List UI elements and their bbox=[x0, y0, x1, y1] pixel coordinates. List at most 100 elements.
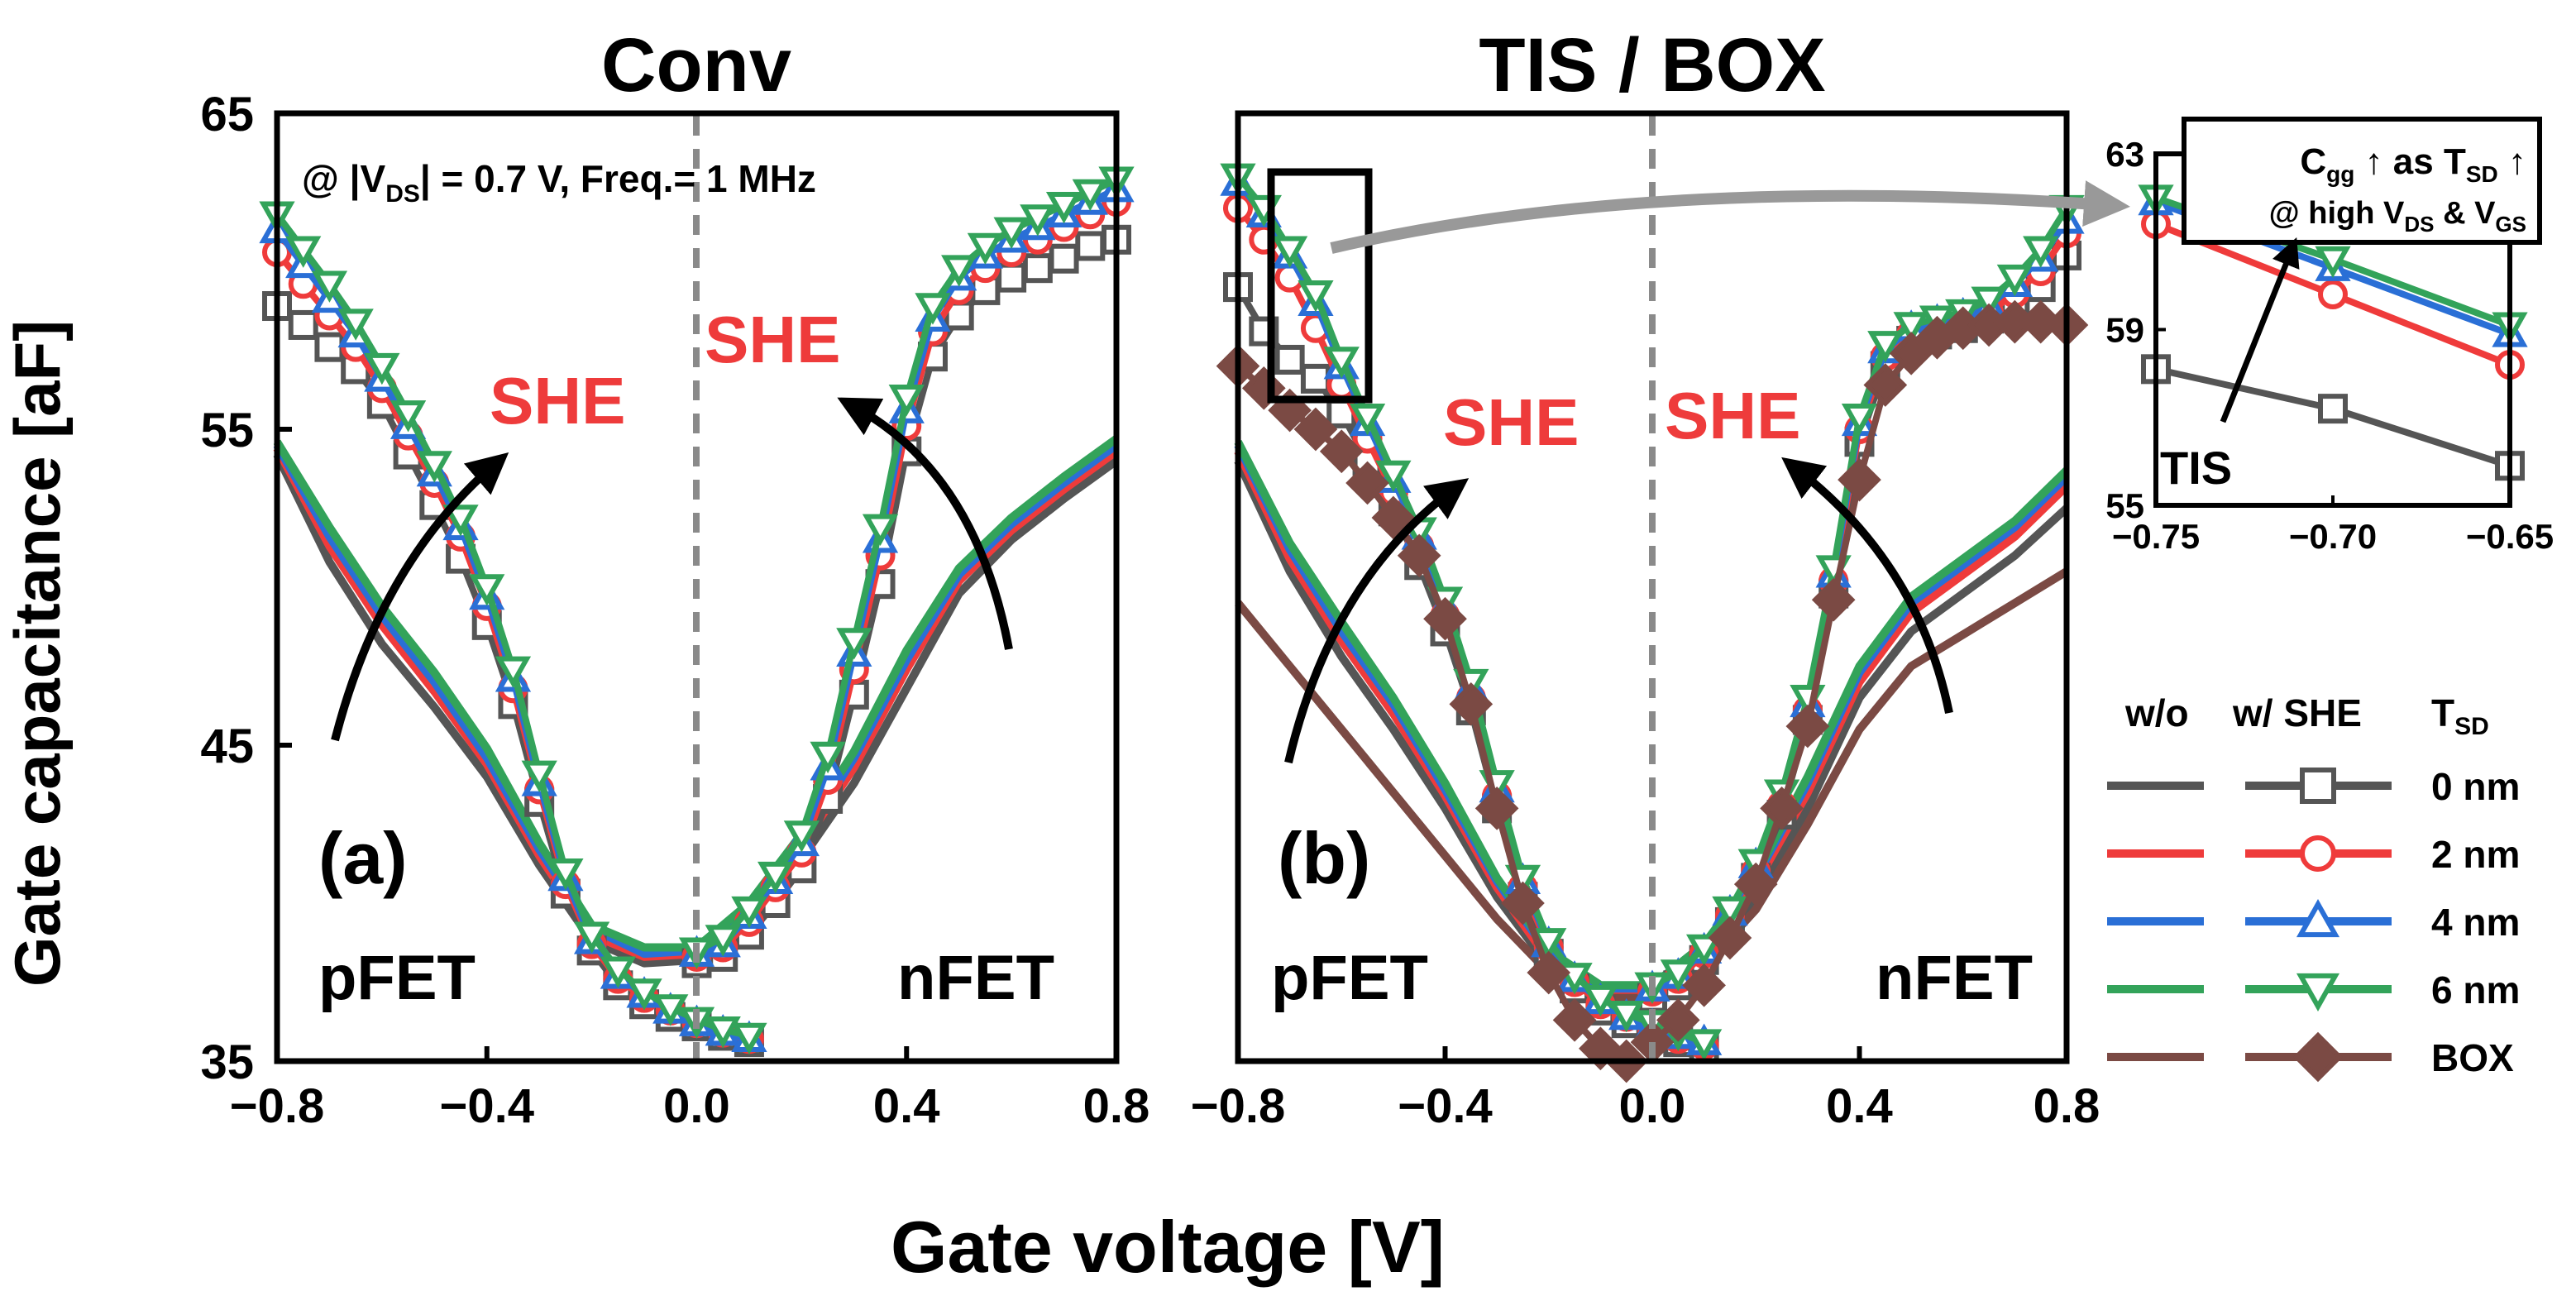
data-point bbox=[521, 760, 557, 792]
data-point bbox=[1375, 460, 1412, 493]
x-tick-label: −0.8 bbox=[230, 1079, 325, 1133]
legend-header-tsd: TSD bbox=[2431, 691, 2489, 740]
legend-header-wo: w/o bbox=[2124, 691, 2189, 734]
legend-label: 6 nm bbox=[2431, 968, 2520, 1011]
panel-a-region-left: pFET bbox=[318, 943, 476, 1013]
data-point bbox=[600, 956, 636, 988]
inset-annotation-line1: Cgg ↑ as TSD ↑ bbox=[2300, 141, 2526, 187]
data-point bbox=[390, 400, 427, 433]
data-point bbox=[1889, 331, 1933, 375]
data-point bbox=[1300, 363, 1331, 394]
data-point bbox=[416, 451, 452, 483]
data-point bbox=[1022, 253, 1053, 284]
data-point bbox=[1075, 231, 1106, 261]
panel-a-region-right: nFET bbox=[897, 943, 1054, 1013]
data-point bbox=[705, 925, 741, 957]
legend-marker bbox=[2292, 1031, 2344, 1083]
panel-a-tick-labels: −0.8 −0.4 0.0 0.4 0.8 35 45 55 65 bbox=[200, 88, 1149, 1133]
data-point bbox=[2019, 299, 2063, 344]
panel-b-region-left: pFET bbox=[1271, 943, 1428, 1013]
panel-a-she-right: SHE bbox=[705, 303, 841, 376]
x-tick-label: −0.65 bbox=[2466, 517, 2554, 556]
panel-a-frame bbox=[274, 110, 1120, 1064]
data-point bbox=[1423, 596, 1467, 641]
y-tick-label: 45 bbox=[200, 720, 254, 773]
data-point bbox=[1893, 312, 1929, 344]
data-point bbox=[1552, 997, 1597, 1042]
data-point bbox=[1760, 787, 1804, 830]
panel-a-she-left: SHE bbox=[490, 364, 626, 438]
data-point bbox=[1049, 243, 1079, 274]
data-point bbox=[836, 628, 872, 660]
data-point bbox=[1020, 204, 1056, 237]
panel-b-arrow-right bbox=[1781, 457, 1953, 714]
inset-annotation-line2: @ high VDS & VGS bbox=[2269, 196, 2526, 237]
data-point bbox=[1811, 577, 1856, 622]
data-point bbox=[1867, 331, 1904, 363]
panel-b-she-right: SHE bbox=[1665, 379, 1801, 452]
data-point bbox=[311, 270, 348, 303]
data-point bbox=[442, 505, 479, 537]
legend-label: 4 nm bbox=[2431, 901, 2520, 944]
data-point bbox=[1501, 881, 1545, 925]
x-tick-label: 0.4 bbox=[873, 1079, 940, 1133]
x-tick-label: 0.8 bbox=[2034, 1079, 2100, 1133]
panel-a-condition: @ |VDS| = 0.7 V, Freq.= 1 MHz bbox=[302, 157, 816, 208]
data-point bbox=[1531, 928, 1567, 960]
panel-a-title: Conv bbox=[601, 23, 791, 108]
panel-a-arrow-left bbox=[331, 452, 509, 742]
y-tick-label: 55 bbox=[2105, 486, 2144, 525]
legend-entry: 2 nm bbox=[2107, 833, 2520, 876]
data-point bbox=[1685, 934, 1723, 967]
data-point bbox=[1656, 997, 1700, 1042]
panel-b-frame bbox=[1235, 110, 2070, 1064]
inset-data-point bbox=[2318, 394, 2348, 424]
legend-label: 0 nm bbox=[2431, 765, 2520, 808]
data-point bbox=[967, 232, 1004, 265]
data-point bbox=[1971, 286, 2007, 318]
data-point bbox=[495, 656, 532, 688]
x-tick-label: −0.75 bbox=[2112, 517, 2200, 556]
legend-label: 2 nm bbox=[2431, 833, 2520, 876]
panel-a: Conv −0.8 −0.4 0.0 0.4 0.8 35 45 55 65 @ |VDS| =… bbox=[200, 23, 1149, 1133]
x-tick-label: 0.8 bbox=[1083, 1079, 1150, 1133]
legend-marker bbox=[2300, 768, 2336, 804]
x-tick-label: 0.4 bbox=[1826, 1079, 1893, 1133]
data-point bbox=[1323, 347, 1360, 379]
data-point bbox=[1274, 344, 1305, 375]
data-point bbox=[626, 978, 662, 1011]
legend-marker bbox=[2296, 973, 2340, 1012]
data-point bbox=[993, 217, 1030, 249]
data-point bbox=[652, 994, 689, 1026]
data-point bbox=[285, 236, 322, 268]
legend-header-w-she: w/ SHE bbox=[2232, 691, 2362, 734]
panel-a-plot bbox=[259, 166, 1135, 1058]
panel-a-label: (a) bbox=[318, 817, 408, 899]
inset-tick-labels: −0.75 −0.70 −0.65 55 59 63 bbox=[2105, 135, 2554, 556]
y-tick-label: 65 bbox=[200, 88, 254, 141]
data-point bbox=[1474, 787, 1519, 830]
data-point bbox=[1996, 264, 2034, 297]
data-point bbox=[2023, 236, 2059, 268]
legend-label: BOX bbox=[2431, 1036, 2514, 1079]
x-tick-label: −0.70 bbox=[2289, 517, 2377, 556]
data-point bbox=[1838, 457, 1881, 502]
panel-b-zoom-box bbox=[1267, 168, 1373, 404]
data-point bbox=[288, 309, 318, 340]
inset-data-point bbox=[2318, 280, 2348, 309]
data-point bbox=[996, 262, 1027, 293]
data-point bbox=[888, 385, 925, 417]
x-tick-label: −0.4 bbox=[1398, 1079, 1493, 1133]
panel-a-arrow-right bbox=[837, 397, 1013, 650]
data-point bbox=[1841, 403, 1878, 436]
panel-b-label: (b) bbox=[1278, 817, 1370, 899]
data-point bbox=[1319, 429, 1364, 474]
legend-entry: BOX bbox=[2107, 1031, 2514, 1083]
panel-b-zoom-arrow bbox=[1330, 180, 2130, 254]
panel-b-arrow-left bbox=[1284, 478, 1470, 764]
data-point bbox=[1682, 963, 1726, 1007]
data-point bbox=[1345, 461, 1389, 505]
data-point bbox=[1349, 403, 1386, 436]
panel-b-plot bbox=[1216, 163, 2089, 1083]
data-point bbox=[1863, 363, 1908, 407]
